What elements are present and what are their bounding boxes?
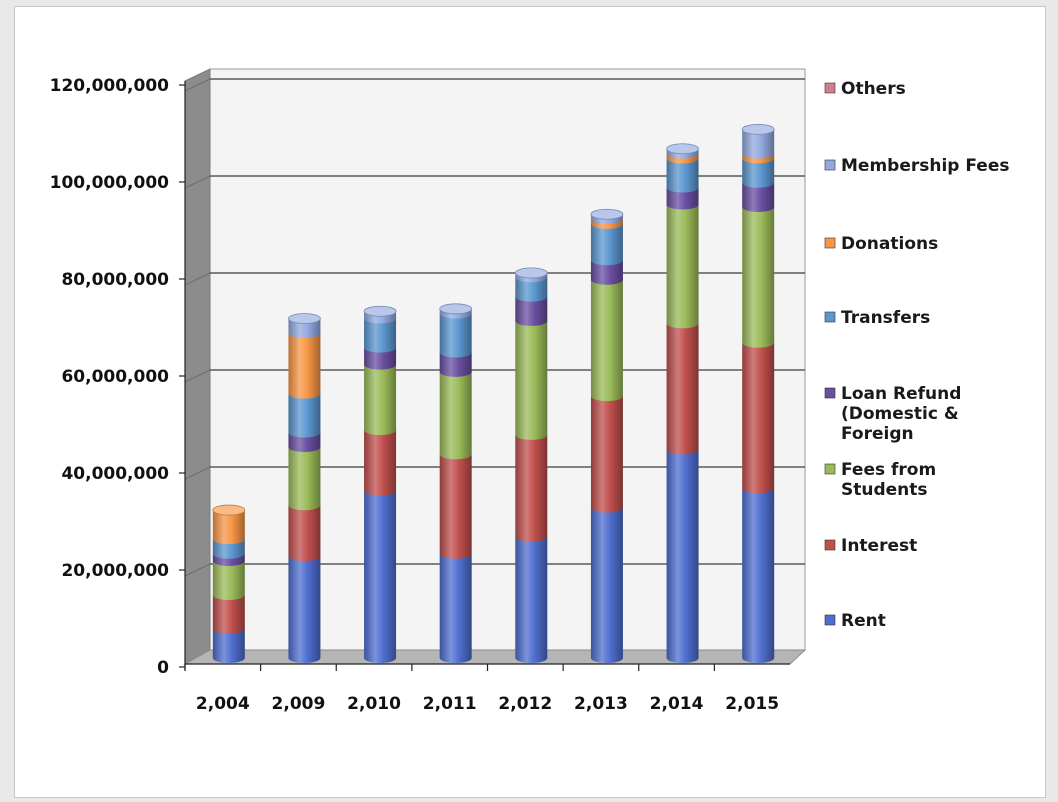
bar-segment	[212, 628, 245, 663]
bar-segment	[212, 561, 245, 600]
y-tick-label: 120,000,000	[50, 76, 170, 96]
bar-segment	[666, 449, 699, 663]
y-tick-label: 40,000,000	[61, 464, 169, 484]
bar-segment	[288, 447, 321, 511]
bar-stack	[741, 123, 775, 663]
legend-swatch	[824, 311, 836, 323]
legend-swatch	[824, 614, 836, 626]
bar-segment	[515, 277, 548, 302]
legend-swatch	[824, 159, 836, 171]
bar-segment	[590, 396, 623, 513]
bar-segment	[439, 454, 472, 559]
bar-stack	[439, 303, 473, 663]
bar-segment	[364, 490, 397, 663]
bar-segment	[288, 393, 321, 438]
gridline-side	[184, 466, 211, 480]
legend-swatch	[824, 463, 836, 475]
bar-segment	[742, 342, 775, 494]
bar-segment	[515, 434, 548, 542]
x-tick-label: 2,004	[196, 694, 250, 714]
bar-segment	[212, 539, 245, 559]
chart-floor	[183, 649, 807, 665]
bar-segment	[666, 323, 699, 455]
legend-label: Fees from Students	[841, 460, 936, 500]
bar-segment	[288, 432, 321, 453]
bar-segment	[364, 364, 397, 436]
bar-segment	[212, 594, 245, 634]
bar-segment	[288, 318, 321, 339]
bar-segment	[742, 206, 775, 348]
bar-segment	[515, 296, 548, 326]
y-tick-label: 100,000,000	[50, 173, 170, 193]
x-tick-label: 2,015	[725, 694, 779, 714]
y-tick-label: 60,000,000	[61, 367, 169, 387]
gridline-side	[184, 175, 211, 189]
gridline-side	[184, 563, 211, 577]
bar-segment	[439, 553, 472, 663]
bar-segment	[439, 352, 472, 377]
stacked-cylinder-chart: 0 20,000,000 40,000,000 60,000,000 80,000,00…	[50, 68, 1009, 714]
bar-cap	[439, 303, 473, 315]
x-tick-label: 2,009	[272, 694, 326, 714]
bar-cap	[666, 143, 699, 155]
y-tick-label: 20,000,000	[61, 561, 169, 581]
bar-segment	[742, 182, 775, 212]
y-tick-label: 0	[157, 658, 169, 678]
x-tick-label: 2,011	[423, 694, 477, 714]
bar-segment	[666, 158, 699, 193]
bar-segment	[364, 347, 397, 370]
bar-cap	[288, 313, 321, 324]
gridline-side	[184, 272, 211, 286]
bar-stack	[212, 504, 246, 663]
bar-cap	[212, 504, 246, 516]
bar-segment	[590, 223, 623, 266]
x-tick-label: 2,010	[347, 694, 401, 714]
bar-segment	[364, 430, 397, 496]
legend-label: Rent	[841, 611, 886, 631]
bar-stack	[363, 305, 397, 663]
legend-label: Loan Refund (Domestic & Foreign	[841, 384, 961, 444]
bar-segment	[515, 320, 548, 440]
bar-segment	[515, 536, 548, 663]
bar-cap	[741, 123, 775, 135]
bar-segment	[742, 488, 775, 663]
bar-segment	[364, 318, 397, 353]
bar-stack	[590, 208, 624, 663]
legend-swatch	[824, 539, 836, 551]
y-tick-label: 80,000,000	[61, 270, 169, 290]
legend-swatch	[824, 387, 836, 399]
bar-segment	[288, 333, 321, 399]
legend-label: Transfers	[841, 308, 930, 328]
bar-segment	[590, 260, 623, 285]
bar-segment	[288, 556, 321, 663]
legend-label: Donations	[841, 234, 938, 254]
bar-segment	[439, 371, 472, 460]
gridline-side	[184, 78, 211, 92]
legend-label: Others	[841, 79, 906, 99]
bar-cap	[363, 305, 397, 317]
bar-stack	[288, 313, 321, 663]
bar-segment	[666, 187, 699, 210]
bar-segment	[288, 505, 321, 562]
legend-swatch	[824, 237, 836, 249]
bar-segment	[590, 279, 623, 402]
legend-label: Membership Fees	[841, 156, 1009, 176]
bar-segment	[742, 129, 775, 159]
bar-segment	[439, 313, 472, 358]
bar-segment	[212, 510, 245, 545]
x-tick-label: 2,012	[498, 694, 552, 714]
bar-stack	[514, 267, 548, 663]
bar-segment	[742, 158, 775, 188]
x-tick-label: 2,014	[650, 694, 704, 714]
bar-segment	[666, 204, 699, 329]
bar-segment	[590, 507, 623, 663]
x-tick-label: 2,013	[574, 694, 628, 714]
gridline-side	[184, 369, 211, 383]
legend-swatch	[824, 82, 836, 94]
chart-frame: 0 20,000,000 40,000,000 60,000,000 80,000,00…	[14, 6, 1046, 798]
legend-label: Interest	[841, 536, 917, 556]
bar-cap	[514, 267, 548, 279]
bar-cap	[590, 208, 624, 220]
bar-stack	[666, 143, 699, 663]
